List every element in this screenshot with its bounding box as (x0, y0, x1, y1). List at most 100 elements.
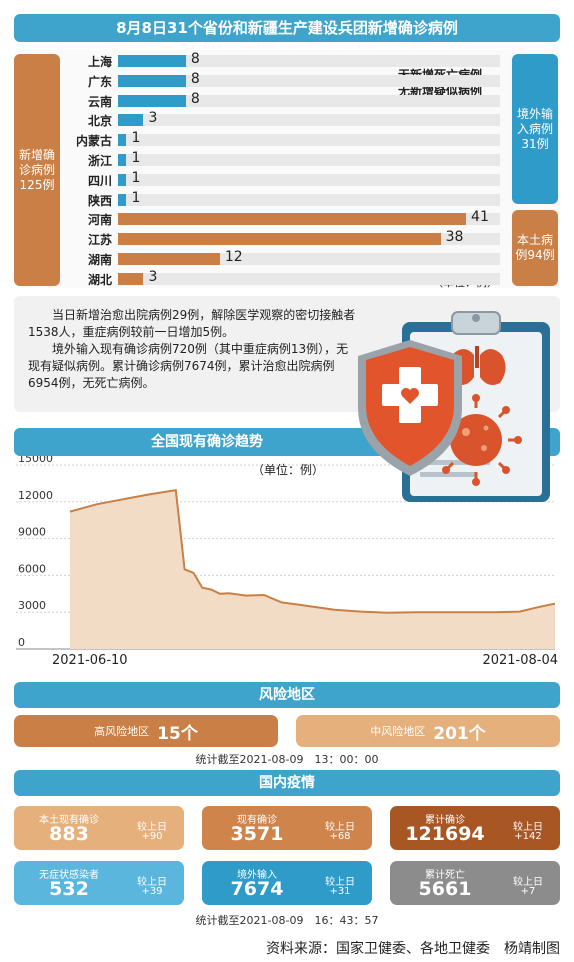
mid-risk-label: 中风险地区 (370, 725, 426, 738)
source-line: 资料来源：国家卫健委、各地卫健委 杨靖制图 (266, 941, 560, 957)
high-risk-count: 15个 (157, 723, 198, 744)
category-label: 江苏 (87, 233, 112, 248)
imported-label: 境外输入病例31例 (516, 106, 553, 151)
medical-illustration (358, 311, 550, 502)
category-label: 北京 (87, 114, 112, 129)
y-tick-label: 0 (18, 636, 25, 649)
category-label: 云南 (87, 94, 112, 109)
card-delta: +90 (141, 831, 163, 842)
x-start-label: 2021-06-10 (52, 653, 128, 668)
bar-10 (118, 233, 441, 246)
summary-paragraph-2: 境外输入现有确诊病例720例（其中重症病例13例），无现有疑似病例。累计确诊病例… (28, 342, 349, 390)
card-value: 3571 (230, 823, 284, 845)
bar-track (118, 272, 500, 285)
risk-banner: 风险地区 (14, 682, 560, 708)
bar-11 (118, 253, 220, 265)
category-label: 上海 (87, 55, 112, 69)
bar-7 (118, 173, 127, 186)
summary-text: 当日新增治愈出院病例29例，解除医学观察的密切接触者1538人，重症病例较前一日… (28, 307, 358, 392)
card-value: 883 (49, 823, 89, 845)
card-title: 累计死亡 (425, 870, 465, 881)
mid-risk-count: 201个 (433, 723, 486, 744)
stat-card: 境外输入 7674 较上日 +31 (202, 861, 372, 905)
bar-8 (118, 193, 127, 206)
trend-line (69, 488, 556, 614)
category-label: 广东 (87, 74, 112, 89)
bar-track (118, 94, 500, 107)
local-label: 本土病例94例 (515, 233, 555, 262)
no-suspect-note: 无新增疑似病例 (398, 84, 483, 98)
mid-risk-pill: 中风险地区 201个 (296, 715, 560, 747)
category-label: 浙江 (87, 154, 112, 168)
bar-5 (118, 134, 127, 147)
card-compare-label: 较上日 (137, 822, 167, 833)
bar-4 (118, 114, 144, 127)
stat-card: 累计确诊 121694 较上日 +142 (390, 806, 560, 850)
bar-value-label: 8 (190, 70, 200, 87)
stat-card: 累计死亡 5661 较上日 +7 (390, 861, 560, 905)
stat-card: 无症状感染者 532 较上日 +39 (14, 861, 184, 905)
risk-timestamp: 统计截至2021-08-09 13：00：00 (195, 753, 379, 766)
domestic-timestamp: 统计截至2021-08-09 16：43：57 (195, 914, 379, 927)
card-value: 5661 (418, 878, 472, 900)
title-banner: 8月8日31个省份和新疆生产建设兵团新增确诊病例 (14, 14, 560, 42)
category-label: 四川 (87, 173, 112, 188)
y-tick-label: 12000 (18, 489, 53, 502)
domestic-title: 国内疫情 (259, 775, 315, 791)
card-delta: +39 (141, 886, 163, 897)
card-compare-label: 较上日 (325, 822, 355, 833)
card-delta: +7 (520, 886, 536, 897)
bar-value-label: 1 (131, 150, 141, 166)
shield-icon (358, 340, 462, 476)
risk-title: 风险地区 (259, 687, 315, 703)
category-label: 河南 (87, 213, 112, 228)
trend-area-chart: 15000 12000 9000 6000 3000 0 （单位：例） 2021-06-10 2… (16, 456, 558, 668)
card-compare-label: 较上日 (513, 877, 543, 888)
bar-track (118, 154, 500, 166)
card-compare-label: 较上日 (513, 822, 543, 833)
card-delta: +31 (329, 886, 351, 897)
bar-track (118, 193, 500, 206)
new-cases-box: 新增确诊病例125例 (14, 54, 60, 286)
y-tick-label: 9000 (18, 526, 46, 539)
bar-track (118, 114, 500, 127)
bar-12 (118, 272, 144, 285)
card-value: 121694 (405, 823, 485, 845)
card-value: 532 (49, 878, 89, 900)
bar-6 (118, 154, 127, 166)
bar-track (118, 134, 500, 147)
bar-value-label: 1 (131, 130, 141, 147)
bar-track (118, 74, 500, 87)
imported-box: 境外输入病例31例 (512, 54, 558, 204)
bar-track (118, 173, 500, 186)
bar-value-label: 12 (224, 249, 243, 265)
bar-value-label: 3 (148, 110, 158, 127)
card-title: 累计确诊 (425, 815, 465, 826)
bar-chart-panel (14, 50, 560, 288)
card-compare-label: 较上日 (137, 877, 167, 888)
card-delta: +142 (514, 831, 542, 842)
y-tick-label: 15000 (18, 456, 53, 465)
trend-unit: （单位：例） (252, 462, 324, 477)
card-title: 现有确诊 (237, 815, 277, 826)
category-label: 陕西 (87, 193, 112, 208)
bar-2 (118, 74, 186, 87)
card-title: 无症状感染者 (39, 870, 99, 881)
bar-value-label: 1 (131, 169, 141, 186)
bar-1 (118, 55, 186, 67)
category-label: 湖南 (87, 253, 112, 267)
local-box: 本土病例94例 (512, 210, 558, 286)
y-tick-label: 3000 (18, 599, 46, 612)
bar-value-label: 1 (131, 189, 141, 206)
y-tick-label: 6000 (18, 562, 46, 575)
bar-3 (118, 94, 186, 107)
new-cases-label: 新增确诊病例125例 (18, 147, 55, 192)
bar-value-label: 3 (148, 268, 158, 285)
card-value: 7674 (230, 878, 284, 900)
high-risk-pill: 高风险地区 15个 (14, 715, 278, 747)
bar-value-label: 8 (190, 90, 200, 107)
bar-track (118, 55, 500, 67)
card-delta: +68 (329, 831, 351, 842)
bar-value-label: 8 (190, 51, 200, 67)
summary-paragraph-1: 当日新增治愈出院病例29例，解除医学观察的密切接触者1538人，重症病例较前一日… (28, 308, 356, 339)
